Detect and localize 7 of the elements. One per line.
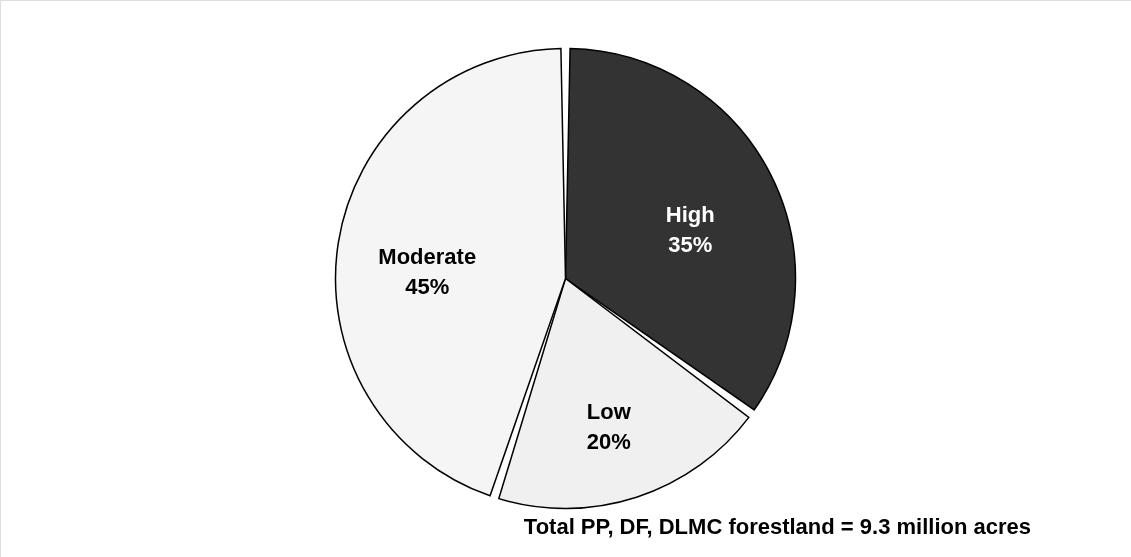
slice-label: Low xyxy=(586,398,632,424)
slice-label: Moderate xyxy=(378,243,477,269)
data-label: 45% xyxy=(405,273,450,299)
data-label: 20% xyxy=(586,428,631,454)
slice-label: High xyxy=(665,201,715,227)
text: Total PP, DF, DLMC forestland = 9.3 million acres xyxy=(523,514,1031,539)
data-label: 35% xyxy=(668,231,713,257)
